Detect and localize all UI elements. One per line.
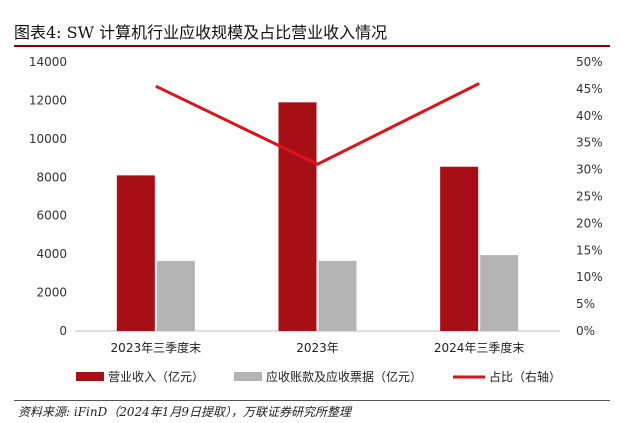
- right-axis-tick-label: 10%: [576, 270, 603, 284]
- source-note: 资料来源: iFinD（2024年1月9日提取），万联证券研究所整理: [18, 405, 352, 419]
- left-axis-tick-label: 6000: [36, 209, 67, 223]
- x-axis-category-label: 2023年: [296, 341, 339, 355]
- right-axis-tick-label: 40%: [576, 109, 603, 123]
- left-axis-tick-label: 0: [59, 324, 67, 338]
- left-axis-tick-label: 12000: [29, 93, 67, 107]
- left-axis-tick-label: 8000: [36, 170, 67, 184]
- source-divider: [14, 400, 610, 401]
- legend-revenue-swatch: [76, 372, 104, 381]
- right-axis-tick-label: 20%: [576, 216, 603, 230]
- receivables-bar: [156, 260, 195, 331]
- revenue-bar: [440, 166, 479, 331]
- left-axis-tick-label: 10000: [29, 132, 67, 146]
- left-axis-tick-label: 4000: [36, 247, 67, 261]
- right-axis-tick-label: 50%: [576, 55, 603, 69]
- right-axis-tick-label: 5%: [576, 297, 595, 311]
- right-axis-tick-label: 30%: [576, 163, 603, 177]
- right-axis-tick-label: 0%: [576, 324, 595, 338]
- legend-receivables-label: 应收账款及应收票据（亿元）: [266, 369, 422, 384]
- left-axis-tick-label: 14000: [29, 55, 67, 69]
- revenue-bar: [278, 102, 317, 331]
- ratio-line: [155, 82, 480, 166]
- right-axis-tick-label: 15%: [576, 243, 603, 257]
- receivables-bar: [318, 260, 357, 331]
- right-axis-tick-label: 35%: [576, 136, 603, 150]
- figure-title: 图表4: SW 计算机行业应收规模及占比营业收入情况: [14, 23, 388, 42]
- right-axis-tick-label: 45%: [576, 82, 603, 96]
- legend-receivables-swatch: [234, 372, 262, 381]
- revenue-bar: [116, 175, 155, 331]
- left-axis-tick-label: 2000: [36, 286, 67, 300]
- legend-revenue-label: 营业收入（亿元）: [108, 369, 204, 384]
- receivables-bar: [480, 255, 519, 331]
- x-axis-category-label: 2023年三季度末: [111, 340, 202, 355]
- right-axis-tick-label: 25%: [576, 190, 603, 204]
- x-axis-category-label: 2024年三季度末: [434, 340, 525, 355]
- legend-ratio-label: 占比（右轴）: [489, 369, 561, 384]
- title-bar: 图表4: SW 计算机行业应收规模及占比营业收入情况: [14, 17, 610, 47]
